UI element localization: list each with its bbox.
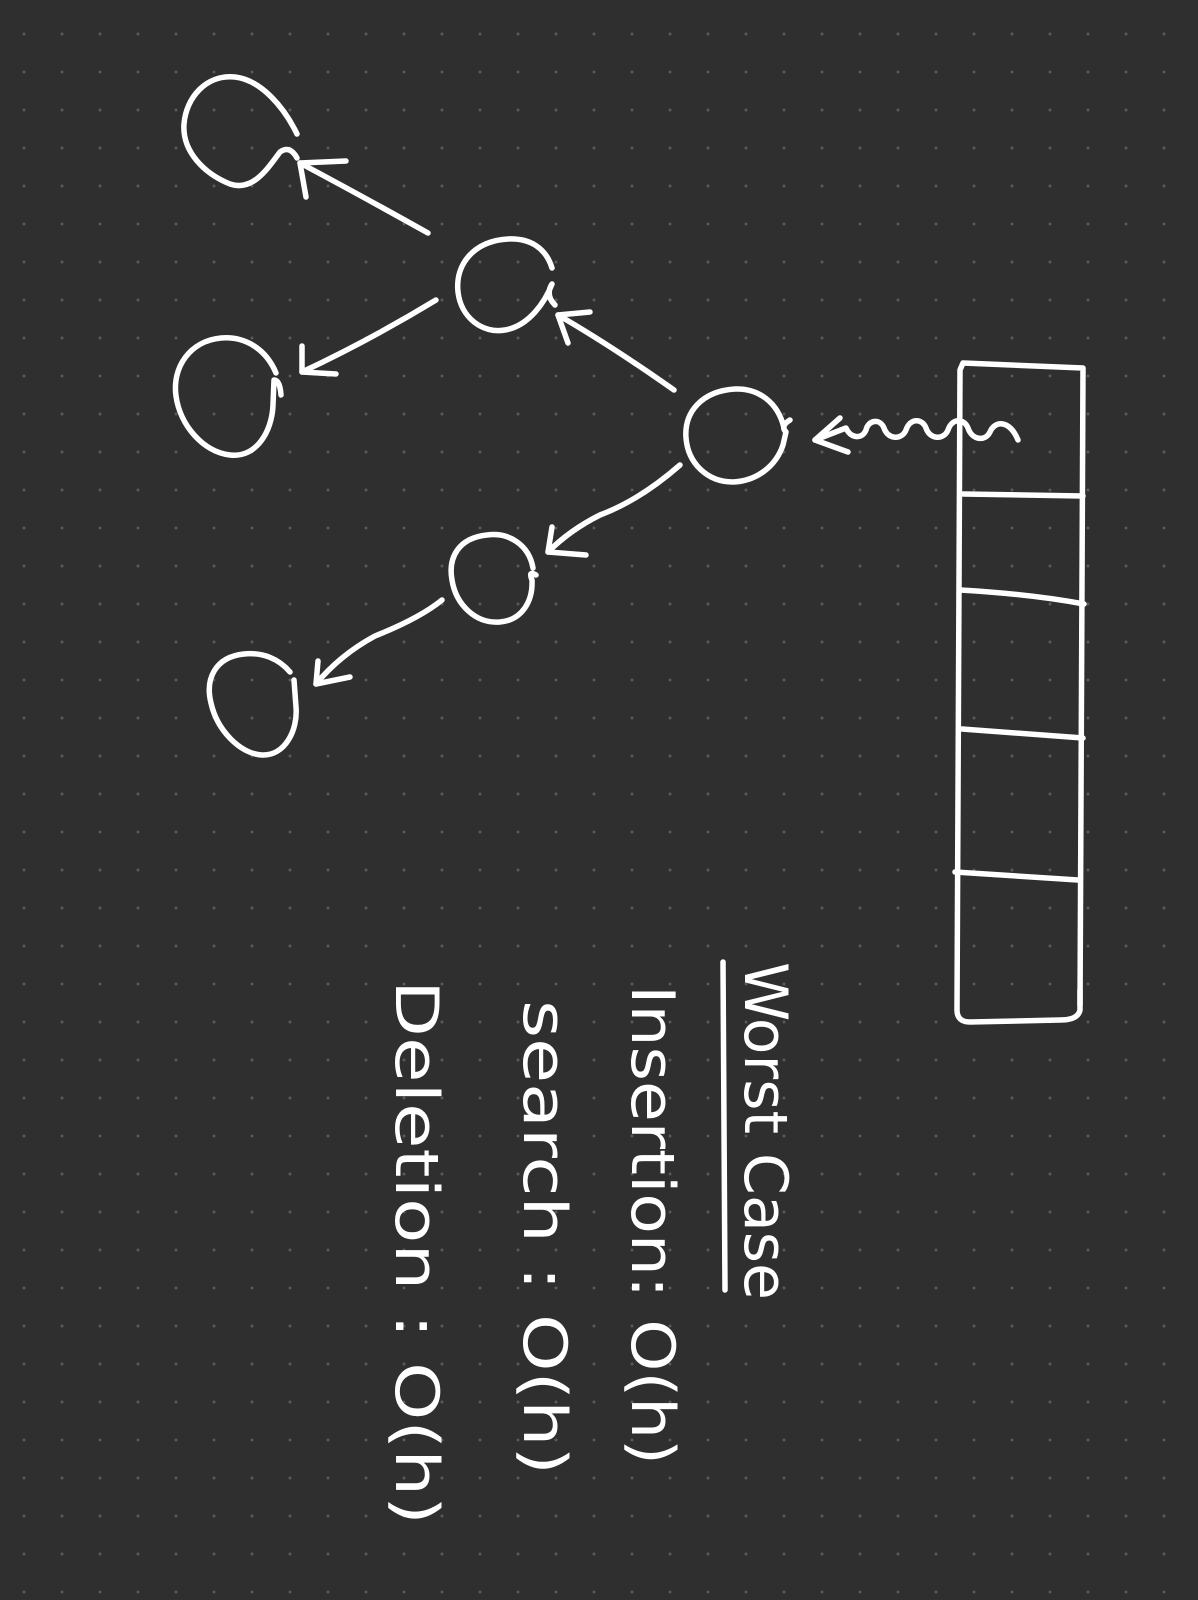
- arrowhead-root-to-right: [545, 524, 589, 558]
- tree-node-left-left-leaf: [181, 74, 300, 189]
- edge-root-to-left: [555, 312, 677, 393]
- arrowhead-left-to-leftleft: [297, 158, 349, 200]
- stack: [812, 360, 1087, 1025]
- tree-node-right-right-leaf: [206, 650, 299, 758]
- note-heading: Worst Case: [730, 962, 800, 1300]
- tree-node-left-right-leaf: [172, 335, 284, 458]
- stack-divider-2: [957, 587, 1087, 607]
- stack-pointer-to-root: [812, 418, 1021, 443]
- note-insertion: Insertion: O(h): [617, 985, 687, 1465]
- tree: [172, 74, 793, 758]
- stack-outline: [954, 360, 1086, 1025]
- edge-right-to-rightright: [313, 597, 445, 687]
- note-deletion: Deletion : O(h): [381, 980, 451, 1525]
- note-heading-underline: [720, 959, 728, 1293]
- edge-root-to-right: [545, 462, 683, 555]
- edge-left-to-leftright: [299, 297, 439, 375]
- stack-divider-4: [952, 869, 1081, 883]
- edge-left-to-leftleft: [297, 160, 431, 236]
- stack-pointer-arrowhead: [812, 415, 851, 455]
- tree-node-left-child: [455, 236, 558, 334]
- arrowhead-right-to-rightright: [313, 658, 353, 687]
- arrowhead-left-to-leftright: [299, 343, 339, 377]
- tree-node-right-child: [448, 531, 539, 625]
- tree-edges: [297, 158, 683, 687]
- stack-divider-3: [959, 726, 1086, 741]
- note-search: search : O(h): [509, 1000, 579, 1475]
- tree-node-root: [683, 386, 793, 485]
- arrowhead-root-to-left: [555, 309, 593, 346]
- stack-divider-1: [960, 491, 1086, 499]
- complexity-notes: Worst Case Insertion: O(h) search : O(h)…: [381, 959, 800, 1525]
